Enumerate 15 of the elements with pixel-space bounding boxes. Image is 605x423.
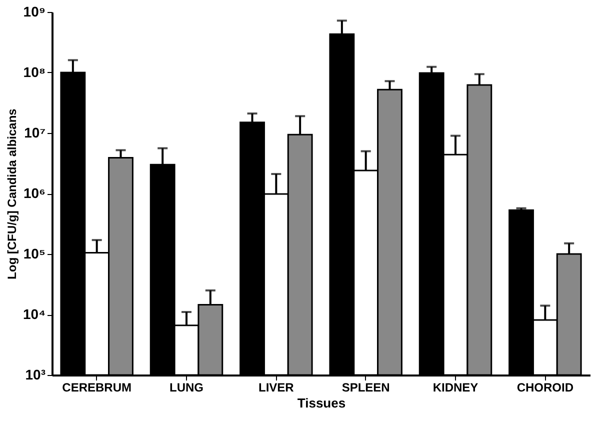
- x-axis-title: Tissues: [297, 396, 346, 410]
- x-tick-label: LUNG: [170, 380, 204, 394]
- x-tick-label: SPLEEN: [342, 380, 390, 394]
- y-tick-label: 10⁸: [23, 64, 46, 80]
- y-tick-label: 10⁴: [23, 306, 46, 322]
- y-tick-label: 10⁷: [24, 124, 46, 140]
- x-tick-label: CHOROID: [516, 380, 574, 394]
- y-tick-label: 10³: [25, 366, 46, 382]
- y-tick-label: 10⁵: [23, 246, 46, 262]
- y-tick-label: 10⁶: [23, 185, 46, 201]
- x-tick-label: CEREBRUM: [62, 380, 132, 394]
- x-tick-label: KIDNEY: [432, 380, 478, 394]
- x-tick-label: LIVER: [258, 380, 294, 394]
- y-tick-label: 10⁹: [23, 4, 46, 20]
- y-axis-title: Log [CFU/g] Candida albicans: [5, 108, 20, 280]
